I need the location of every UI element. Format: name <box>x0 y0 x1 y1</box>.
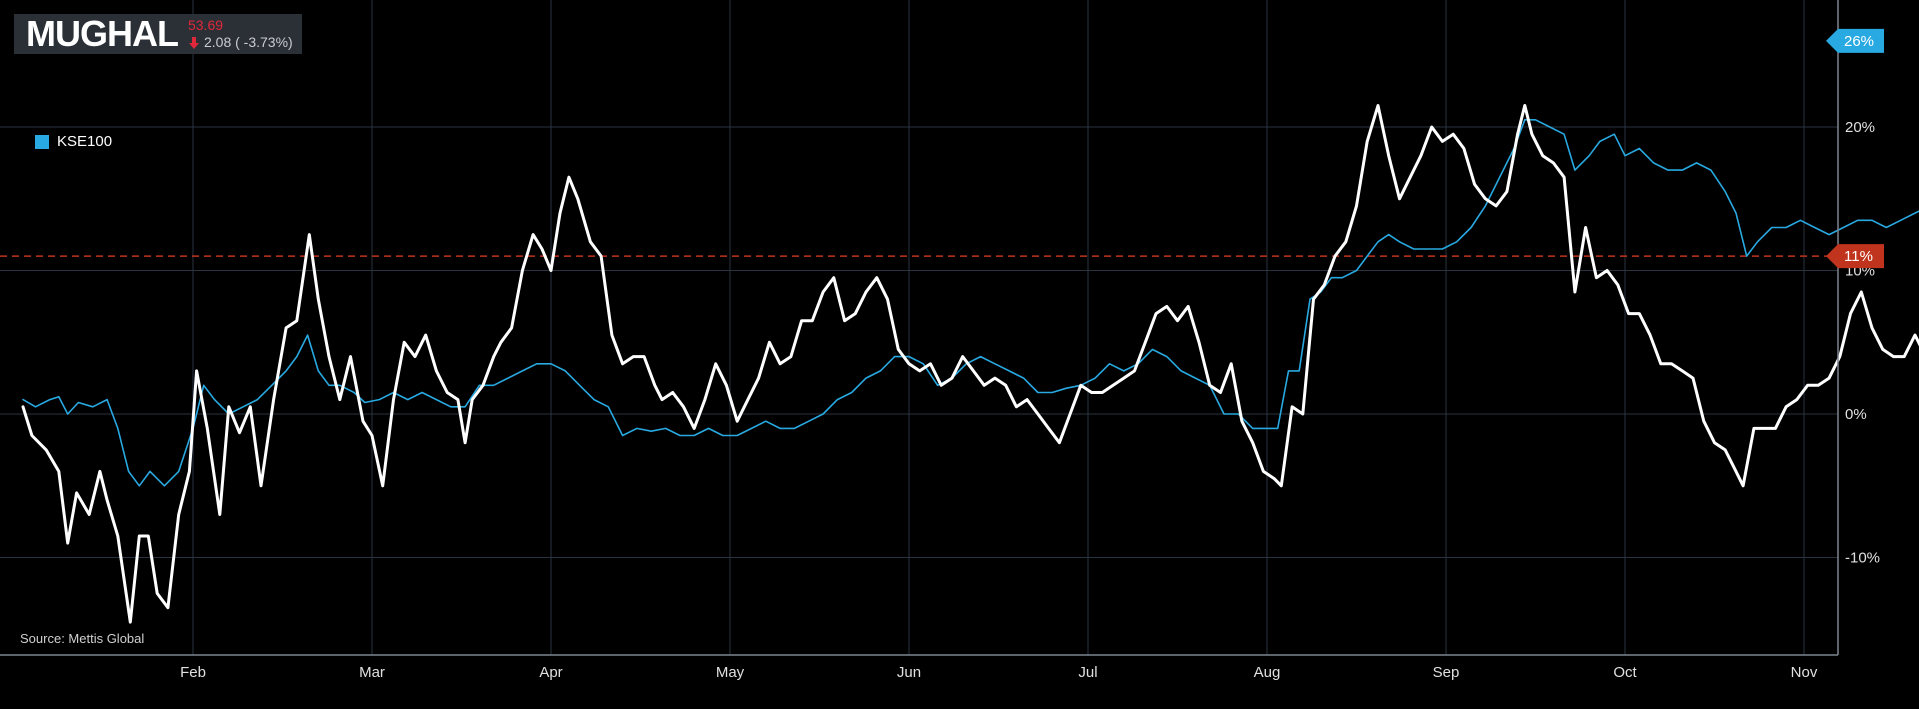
series-layer <box>21 104 1919 624</box>
ticker-change-row: 2.08 ( -3.73%) <box>188 34 293 51</box>
badge-layer: 26% 11% <box>1826 28 1884 269</box>
y-tick-label: 20% <box>1845 119 1875 136</box>
x-tick-label: Jun <box>897 664 921 681</box>
legend-label-kse100: KSE100 <box>57 133 113 150</box>
x-tick-label: Jul <box>1078 664 1097 681</box>
legend[interactable]: KSE100 <box>35 133 112 150</box>
series-line-kse100 <box>22 119 1919 487</box>
ticker-header: MUGHAL 53.69 2.08 ( -3.73%) <box>14 14 302 54</box>
end-badge-label: 26% <box>1844 33 1874 50</box>
x-tick-label: Sep <box>1433 664 1460 681</box>
axis-layer: Feb Mar Apr May Jun Jul Aug Sep Oct Nov20%10%0%-1… <box>0 0 1880 681</box>
x-tick-label: Aug <box>1254 664 1281 681</box>
grid-layer <box>0 0 1838 655</box>
series-line-mughal <box>21 104 1919 624</box>
x-tick-label: Feb <box>180 664 206 681</box>
source-note: Source: Mettis Global <box>20 631 145 646</box>
x-tick-label: Mar <box>359 664 385 681</box>
y-tick-label: -10% <box>1845 550 1880 567</box>
x-tick-label: Oct <box>1613 664 1637 681</box>
ticker-price: 53.69 <box>187 17 224 33</box>
x-tick-label: Nov <box>1791 664 1818 681</box>
x-tick-label: May <box>716 664 745 681</box>
ticker-symbol: MUGHAL <box>26 13 179 54</box>
ticker-change: 2.08 ( -3.73%) <box>203 34 293 50</box>
x-tick-label: Apr <box>539 664 562 681</box>
ticker-quote: 53.69 2.08 ( -3.73%) <box>188 17 293 51</box>
y-tick-label: 0% <box>1845 406 1867 423</box>
end-badge-mughal <box>1826 244 1884 269</box>
end-badge-label: 11% <box>1844 248 1873 265</box>
end-badge-kse100 <box>1826 28 1884 53</box>
down-arrow-icon <box>188 36 199 49</box>
legend-swatch-kse100 <box>35 134 49 149</box>
